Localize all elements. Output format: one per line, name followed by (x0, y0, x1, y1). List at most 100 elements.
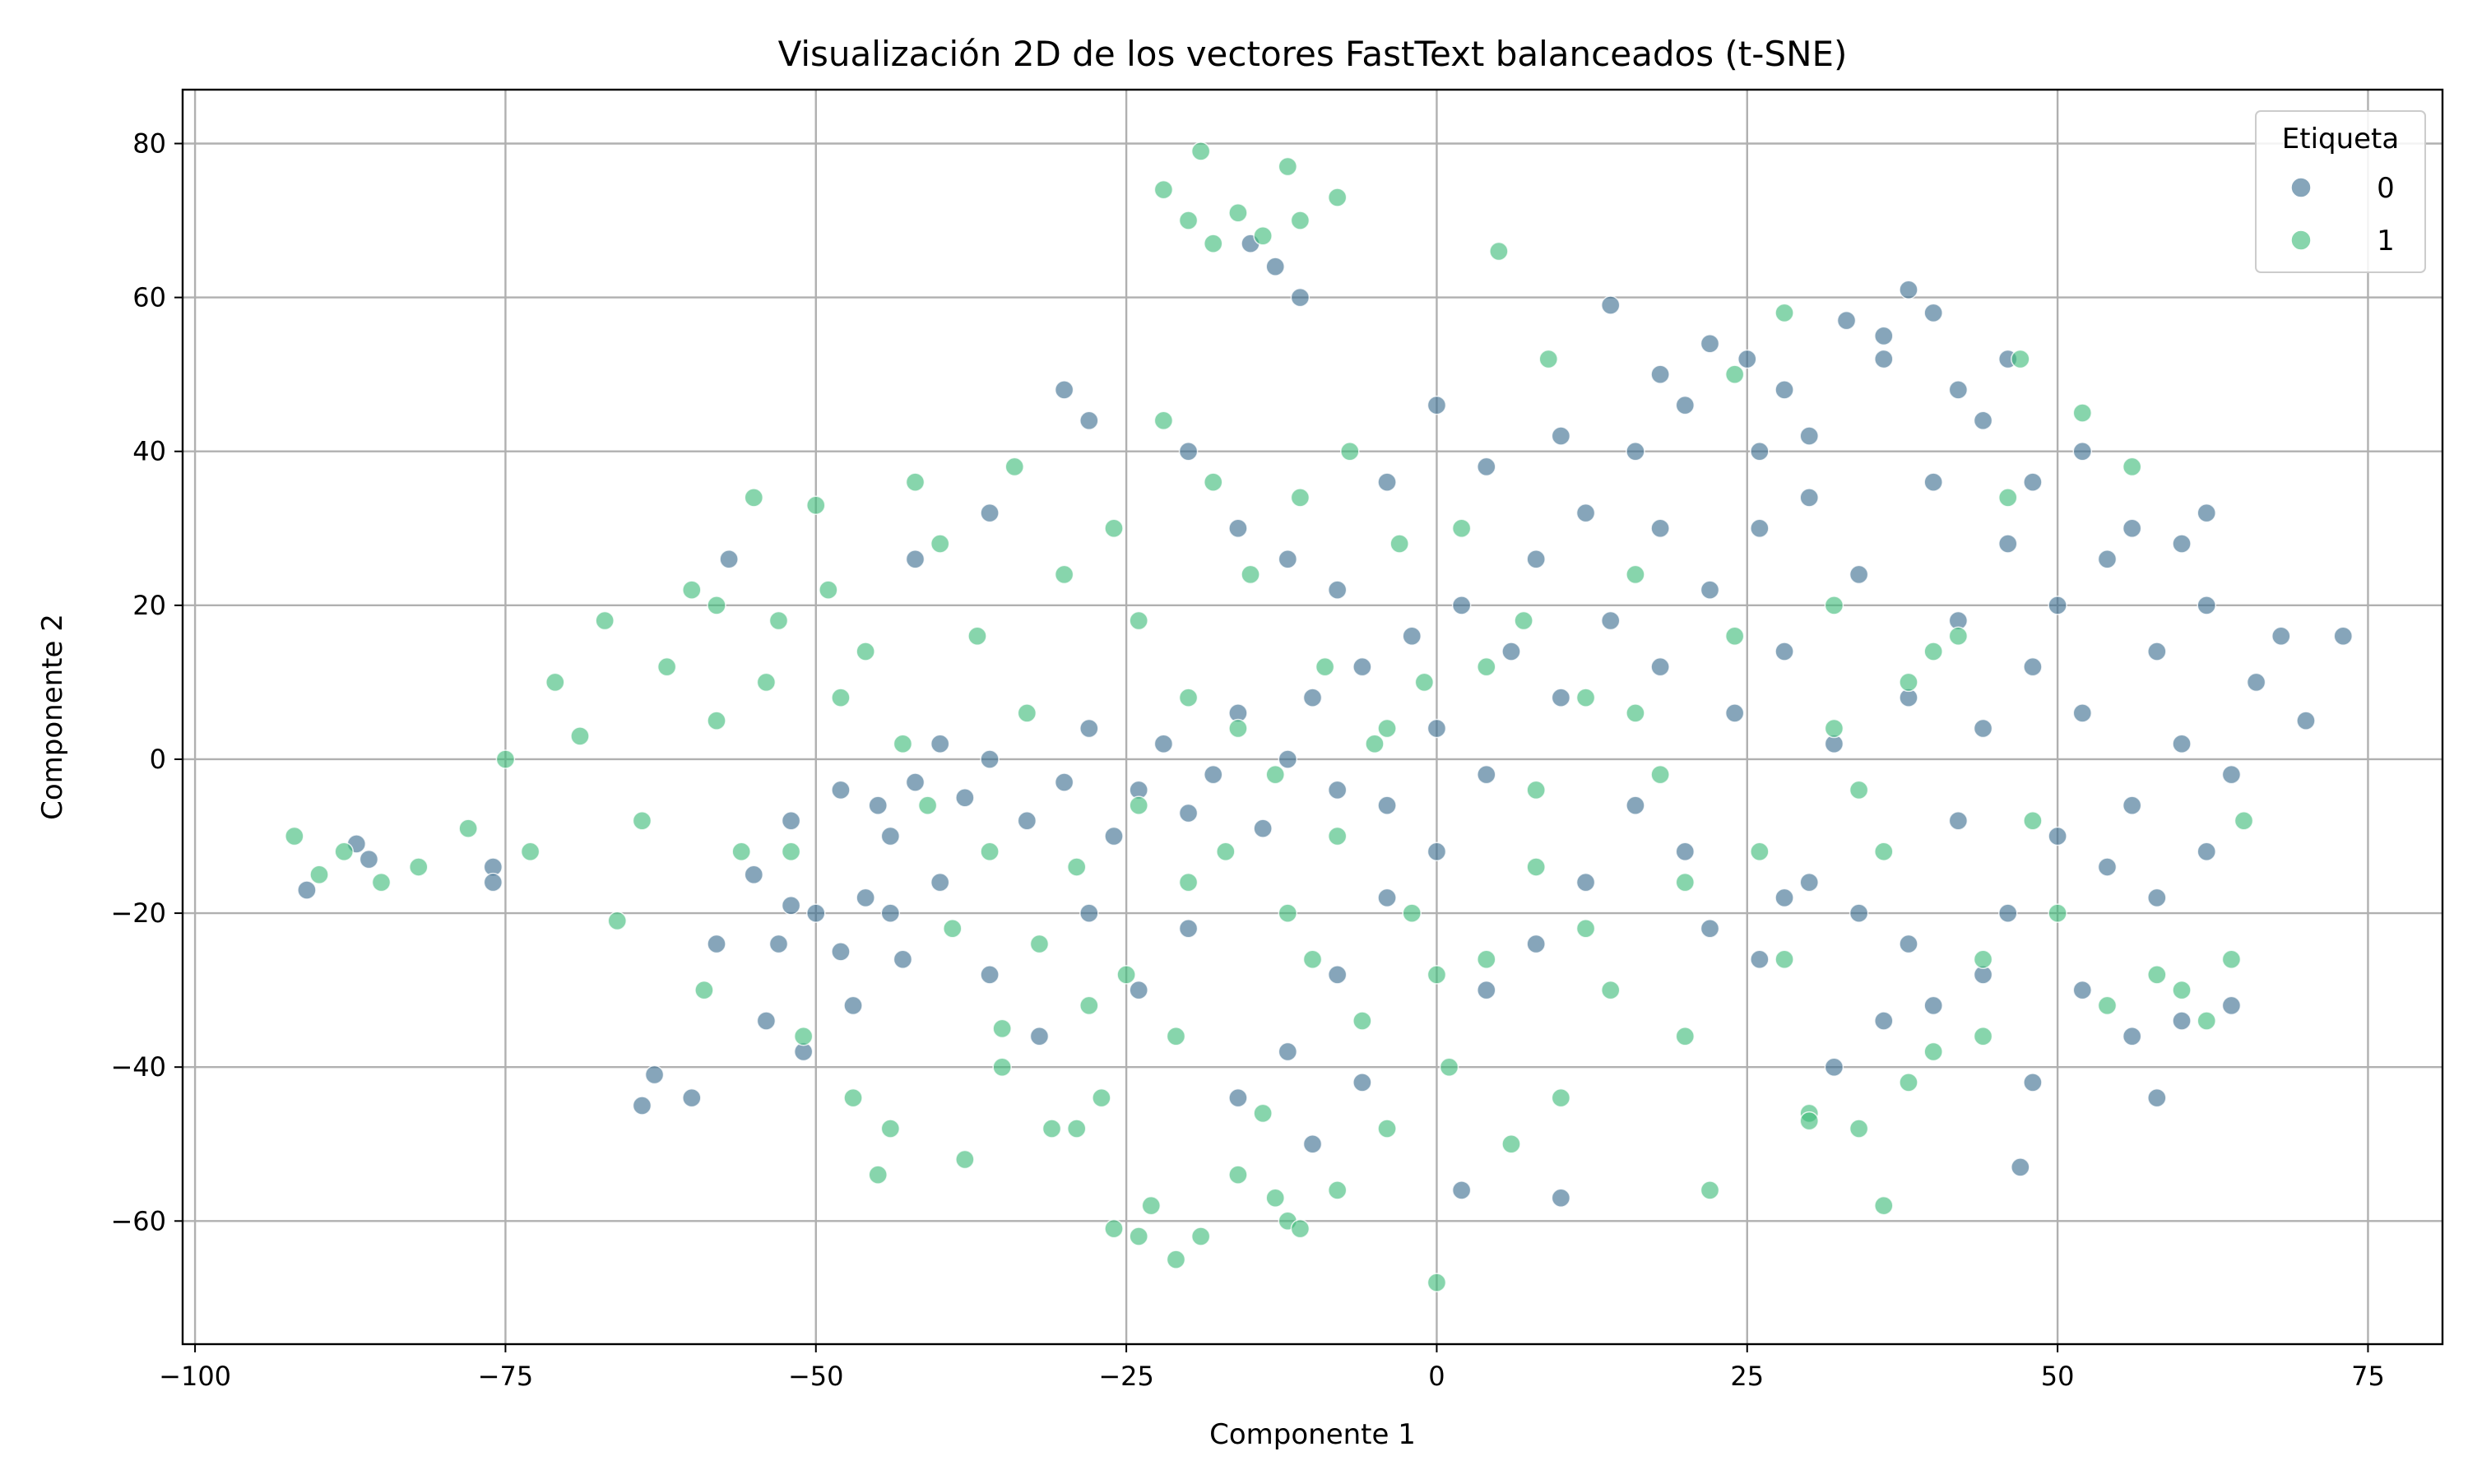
data-point-series-0 (1750, 949, 1770, 969)
data-point-series-1 (371, 872, 392, 893)
data-point-series-0 (1575, 503, 1596, 523)
data-point-series-0 (297, 880, 317, 900)
data-point-series-0 (1799, 488, 1819, 508)
data-point-series-1 (1290, 1218, 1311, 1239)
data-point-series-1 (495, 749, 516, 769)
data-point-series-0 (1290, 287, 1311, 308)
axis-ticks: −100 −75 −50 −25 0 25 50 75 −60 −40 −20 0 20 40 60 80 (110, 128, 2384, 1392)
data-point-series-1 (1327, 188, 1348, 207)
data-point-series-0 (1377, 472, 1397, 492)
data-point-series-0 (1377, 888, 1397, 908)
data-point-series-1 (744, 488, 764, 508)
data-point-series-1 (1997, 488, 2018, 508)
data-point-series-1 (1153, 410, 1174, 431)
data-point-series-0 (644, 1064, 665, 1085)
x-tick-label: −100 (159, 1361, 231, 1392)
data-point-series-1 (632, 811, 652, 831)
data-point-series-1 (1302, 949, 1323, 969)
legend-marker-series-1 (2290, 230, 2312, 251)
data-point-series-1 (1365, 734, 1385, 754)
data-point-series-0 (1824, 1057, 1844, 1077)
data-point-series-1 (1104, 1218, 1124, 1239)
data-point-series-0 (1054, 772, 1074, 792)
x-tick-label: 25 (1730, 1361, 1764, 1392)
data-point-series-0 (1874, 1011, 1894, 1031)
data-point-series-1 (1626, 564, 1645, 585)
data-point-series-1 (1054, 564, 1074, 585)
data-point-series-0 (1774, 380, 1794, 400)
data-point-series-1 (1278, 903, 1298, 923)
data-point-series-0 (1675, 842, 1696, 861)
data-point-series-1 (607, 911, 628, 931)
data-point-series-0 (2221, 764, 2242, 785)
data-point-series-1 (1439, 1057, 1459, 1077)
data-point-series-0 (1724, 703, 1745, 723)
data-point-series-0 (2122, 795, 2142, 815)
data-point-series-1 (1041, 1119, 1062, 1139)
data-point-series-0 (1948, 811, 1969, 831)
data-point-series-0 (1973, 718, 1993, 739)
x-tick-label: −75 (478, 1361, 534, 1392)
data-point-series-1 (930, 534, 950, 554)
legend: Etiqueta 01 (2255, 110, 2426, 273)
data-point-series-0 (1700, 333, 1720, 354)
data-point-series-1 (880, 1119, 901, 1139)
data-point-series-0 (2147, 888, 2167, 908)
data-point-series-0 (1427, 718, 1447, 739)
data-point-series-0 (1650, 364, 1670, 384)
data-point-series-1 (570, 726, 590, 746)
data-point-series-0 (632, 1096, 652, 1115)
data-point-series-1 (595, 610, 615, 631)
data-point-series-0 (719, 549, 739, 569)
data-point-series-0 (744, 865, 764, 885)
data-point-series-0 (880, 903, 901, 923)
data-point-series-0 (2072, 703, 2093, 723)
data-point-series-1 (1141, 1195, 1162, 1216)
data-point-series-0 (2023, 656, 2043, 677)
data-point-series-0 (1626, 795, 1645, 815)
data-point-series-0 (1799, 872, 1819, 893)
data-point-series-1 (2011, 349, 2030, 369)
legend-label-series-0: 0 (2377, 172, 2395, 205)
data-point-series-1 (1551, 1087, 1571, 1108)
data-point-series-0 (1017, 811, 1037, 831)
data-point-series-0 (2172, 1011, 2192, 1031)
data-point-series-1 (1799, 1111, 1819, 1131)
data-point-series-1 (1923, 1041, 1943, 1062)
data-point-series-1 (1874, 842, 1894, 861)
data-point-series-1 (1265, 1188, 1285, 1208)
x-tick-label: −25 (1098, 1361, 1154, 1392)
data-point-series-1 (1824, 718, 1844, 739)
data-point-series-0 (1451, 1180, 1472, 1200)
y-tick-label: 80 (132, 128, 166, 159)
data-point-series-1 (1290, 488, 1311, 508)
data-point-series-1 (1824, 596, 1844, 615)
data-point-series-0 (1600, 610, 1621, 631)
data-point-series-0 (1451, 596, 1472, 615)
data-point-series-0 (856, 888, 875, 908)
data-point-series-1 (1575, 919, 1596, 939)
data-point-series-1 (1427, 965, 1447, 985)
data-point-series-0 (1178, 441, 1199, 461)
data-point-series-0 (980, 749, 1000, 769)
y-axis-title: Componente 2 (36, 614, 69, 820)
data-point-series-1 (756, 672, 777, 693)
data-point-series-0 (980, 965, 1000, 985)
data-point-series-1 (1899, 1073, 1918, 1092)
data-point-series-1 (1899, 672, 1918, 693)
data-point-series-0 (1551, 1188, 1571, 1208)
legend-label-series-1: 1 (2377, 225, 2395, 257)
data-point-series-1 (1849, 1119, 1869, 1139)
data-point-series-1 (458, 819, 478, 838)
data-point-series-0 (1377, 795, 1397, 815)
data-point-series-0 (2023, 1073, 2043, 1092)
data-point-series-1 (2097, 995, 2118, 1016)
data-point-series-1 (1228, 1165, 1248, 1185)
data-point-series-1 (2122, 457, 2142, 477)
data-point-series-1 (1948, 626, 1969, 647)
data-point-series-1 (1004, 457, 1025, 477)
data-point-series-0 (1737, 349, 1757, 369)
data-point-series-0 (1327, 965, 1348, 985)
data-point-series-0 (1836, 310, 1857, 331)
data-point-series-1 (1700, 1180, 1720, 1200)
